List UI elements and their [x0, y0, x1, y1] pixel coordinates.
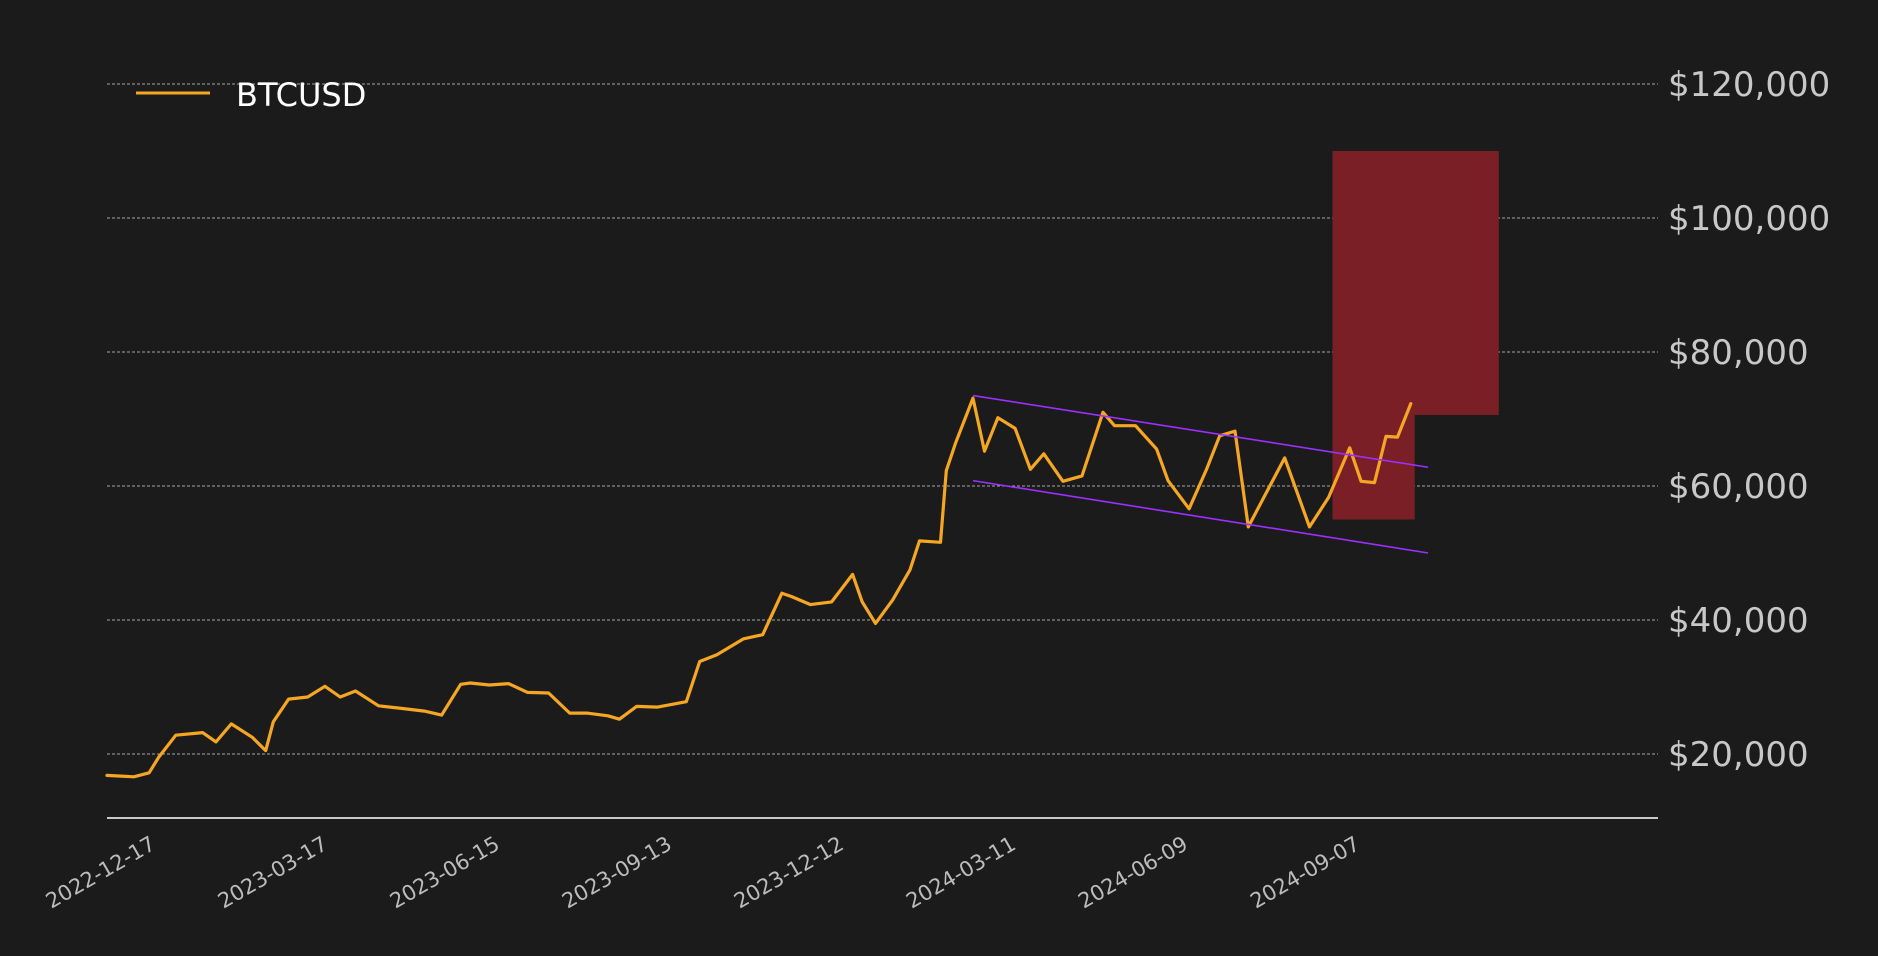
legend: BTCUSD	[136, 76, 366, 114]
legend-label-btcusd: BTCUSD	[236, 76, 366, 114]
y-tick-label: $60,000	[1668, 467, 1809, 507]
highlight-box-2	[1332, 151, 1499, 415]
x-tick-label: 2023-06-15	[386, 832, 504, 914]
y-tick-label: $80,000	[1668, 333, 1809, 373]
y-tick-label: $20,000	[1668, 735, 1809, 775]
annotations	[1332, 151, 1499, 520]
x-axis-tick-labels: 2022-12-17 2023-03-17 2023-06-15 2023-09-13…	[42, 832, 1364, 914]
channel-trendline-1	[972, 394, 1429, 469]
x-tick-label: 2023-09-13	[558, 832, 676, 914]
channel-trendline-2	[972, 479, 1429, 554]
x-tick-label: 2024-06-09	[1074, 832, 1192, 914]
y-tick-label: $120,000	[1668, 65, 1830, 105]
series-line-btcusd	[105, 396, 1413, 779]
series-layer	[105, 394, 1429, 779]
x-tick-label: 2023-12-12	[730, 832, 848, 914]
x-tick-label: 2024-03-11	[902, 832, 1020, 914]
y-axis-tick-labels: $20,000 $40,000 $60,000 $80,000 $100,000 $120…	[1668, 65, 1830, 775]
highlight-box-1	[1332, 414, 1415, 520]
y-tick-label: $100,000	[1668, 199, 1830, 239]
y-tick-label: $40,000	[1668, 601, 1809, 641]
x-tick-label: 2023-03-17	[214, 832, 332, 914]
x-tick-label: 2024-09-07	[1246, 832, 1364, 914]
x-tick-label: 2022-12-17	[42, 832, 160, 914]
